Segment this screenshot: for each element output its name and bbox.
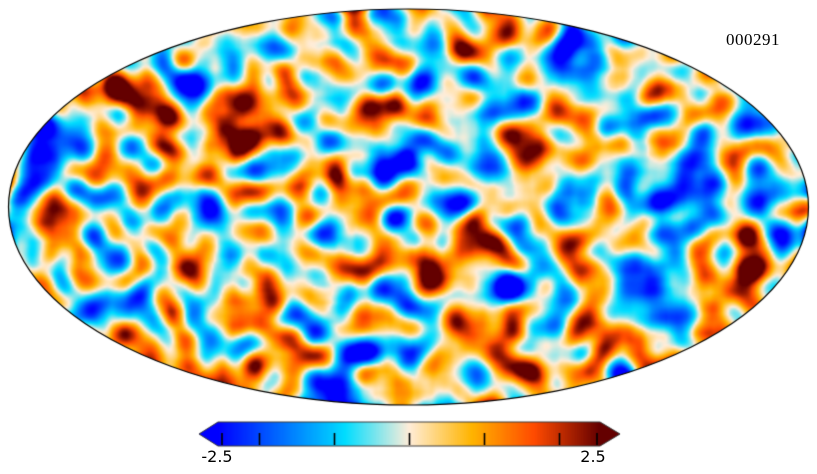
colorbar	[190, 418, 630, 452]
mollweide-map-canvas	[0, 0, 817, 412]
realization-id-label: 000291	[726, 30, 780, 49]
colorbar-max-label: 2.5	[580, 447, 606, 466]
colorbar-min-label: -2.5	[201, 447, 233, 466]
